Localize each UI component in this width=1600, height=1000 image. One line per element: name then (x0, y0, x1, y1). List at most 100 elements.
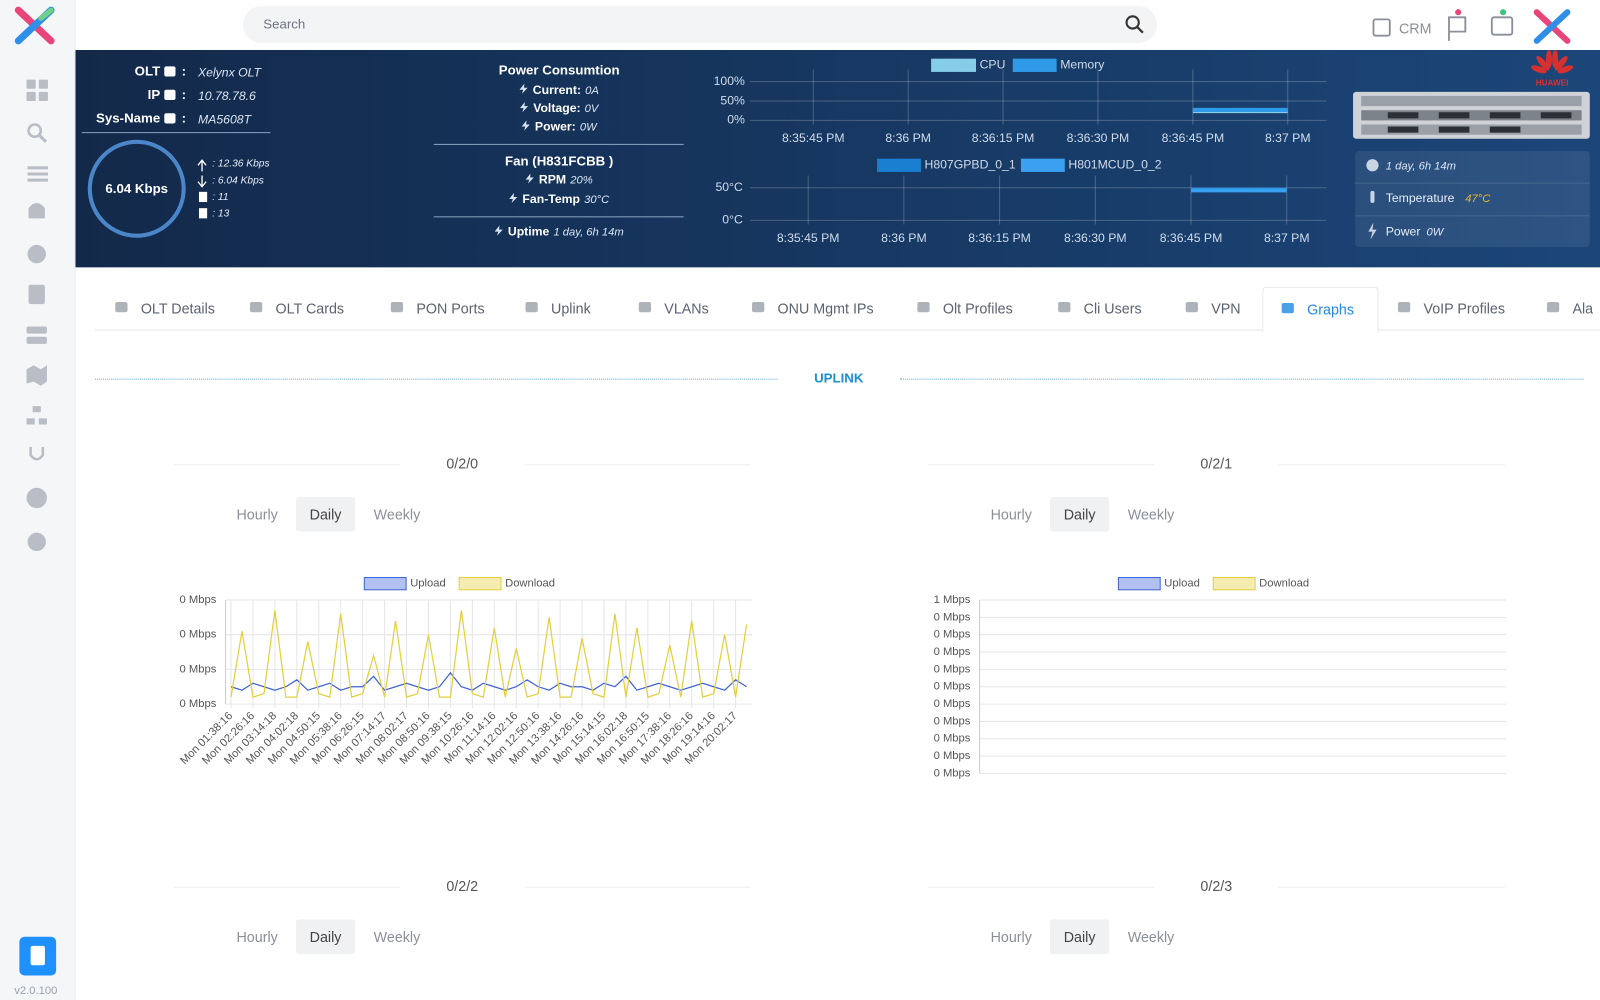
device-power-label: Power (1385, 224, 1421, 239)
power-row: Power: 0W (406, 118, 712, 135)
range-button[interactable]: Hourly (236, 928, 278, 945)
section-rule (899, 378, 1584, 380)
search-icon[interactable] (1124, 14, 1144, 34)
x-tick-label: Mon 04:02:18 (244, 710, 301, 767)
x-tick-label: Mon 18:26:16 (639, 710, 696, 767)
power-title: Power Consumtion (498, 62, 620, 78)
olt-value: MA5608T (197, 112, 252, 127)
power-row-label: Current: (532, 82, 582, 97)
power-row-label: Voltage: (533, 101, 581, 116)
range-button[interactable]: Weekly (373, 928, 421, 945)
y-tick-label: 0 Mbps (180, 663, 217, 675)
x-tick-label: Mon 06:26:15 (310, 710, 367, 767)
tab-icon (1397, 302, 1411, 313)
tab[interactable]: VPN (1211, 299, 1241, 317)
range-button[interactable]: Daily (1049, 919, 1110, 955)
panel-rule (927, 464, 1155, 466)
y-tick-label: 0 Mbps (934, 698, 971, 710)
y-tick-label: 0 Mbps (934, 681, 971, 693)
tab[interactable]: Olt Profiles (942, 299, 1013, 317)
panel-title: 0/2/3 (1200, 877, 1233, 894)
tab-icon (638, 302, 652, 313)
x-tick-label: Mon 07:14:17 (332, 710, 389, 767)
flag-icon[interactable] (1448, 16, 1467, 41)
range-button[interactable]: Hourly (990, 928, 1032, 945)
power-row-value: 0W (579, 121, 597, 134)
range-button[interactable]: Weekly (373, 506, 421, 523)
traffic-stat: : 11 (212, 191, 229, 204)
x-tick-label: Mon 01:38:16 (178, 710, 235, 767)
x-tick-label: Mon 03:14:18 (222, 710, 279, 767)
y-tick-label: 0 Mbps (934, 733, 971, 745)
tab[interactable]: Uplink (551, 299, 591, 317)
tab-icon (1185, 302, 1198, 313)
olt-icon (164, 66, 176, 77)
speed-gauge (81, 132, 271, 238)
legend-label: Upload (410, 578, 446, 590)
olt-value: 10.78.78.6 (197, 88, 256, 104)
y-tick-label: 0 Mbps (180, 629, 217, 641)
tab[interactable]: OLT Cards (275, 299, 345, 317)
x-tick-label: Mon 17:38:16 (617, 710, 674, 767)
olt-separator: : (181, 86, 187, 103)
y-tick-label: 0 Mbps (180, 698, 217, 710)
tab[interactable]: ONU Mgmt IPs (777, 299, 874, 317)
panel-rule (927, 886, 1155, 888)
device-panel (1355, 151, 1590, 247)
legend-label: Download (505, 578, 555, 590)
y-tick-label: 0 Mbps (934, 611, 971, 623)
tab[interactable]: Ala (1572, 299, 1594, 317)
x-tick-label: Mon 08:50:16 (376, 710, 433, 767)
section-title: UPLINK (814, 370, 864, 386)
x-tick-label: Mon 05:38:16 (288, 710, 345, 767)
chart: 0 Mbps 0 Mbps 0 Mbps 0 Mbps 0 Mbps 0 Mbps 0 Mb… (934, 577, 1507, 779)
tab[interactable]: Graphs (1307, 301, 1355, 318)
tab[interactable]: VoIP Profiles (1423, 299, 1506, 317)
range-button[interactable]: Hourly (990, 506, 1032, 523)
search-box[interactable]: Search (242, 6, 1158, 43)
y-tick-label: 0 Mbps (180, 594, 217, 606)
tab-icon (1058, 302, 1071, 313)
x-tick-label: Mon 12:50:16 (485, 710, 542, 767)
tab[interactable]: Cli Users (1083, 299, 1142, 317)
panel-title: 0/2/1 (1200, 455, 1233, 472)
brand-logo (1531, 49, 1574, 74)
brand-name: HUAWEI (1535, 78, 1569, 88)
y-tick-label: 0 Mbps (934, 767, 971, 779)
range-button[interactable]: Weekly (1127, 506, 1175, 523)
nav-icons[interactable] (26, 79, 48, 552)
tab-icon (1546, 302, 1560, 313)
tab[interactable]: VLANs (664, 299, 709, 317)
range-button[interactable]: Weekly (1127, 928, 1175, 945)
uptime-label: Uptime (507, 224, 550, 239)
power-row-label: Power: (534, 119, 576, 134)
y-tick-label: 0 Mbps (934, 663, 971, 675)
legend-swatch (363, 577, 407, 591)
tab[interactable]: OLT Details (140, 299, 215, 317)
tab-icon (390, 302, 404, 313)
fan-row: RPM 20% (406, 171, 712, 188)
series-line (230, 671, 747, 691)
tab[interactable]: PON Ports (416, 299, 485, 317)
range-button[interactable]: Daily (295, 919, 356, 955)
x-tick-label: Mon 14:26:16 (529, 710, 586, 767)
logo[interactable] (14, 6, 55, 45)
range-button[interactable]: Daily (1049, 496, 1110, 532)
panel-rule (524, 464, 752, 466)
crm-link[interactable]: CRM (1398, 20, 1432, 37)
range-button[interactable]: Daily (295, 496, 356, 532)
device-image (1353, 49, 1590, 139)
range-button[interactable]: Hourly (236, 506, 278, 523)
x-tick-label: Mon 09:38:15 (398, 710, 455, 767)
legend-label: Download (1259, 578, 1309, 590)
tab-icon (752, 302, 765, 313)
panel-title: 0/2/0 (446, 455, 479, 472)
chat-icon[interactable] (1490, 16, 1514, 36)
panel-rule (524, 886, 752, 888)
crm-icon[interactable] (1372, 18, 1391, 37)
tab-icon (525, 302, 538, 313)
tab-icon (249, 302, 263, 313)
x-tick-label: Mon 12:02:16 (463, 710, 520, 767)
uptime-value: 1 day, 6h 14m (553, 226, 624, 239)
